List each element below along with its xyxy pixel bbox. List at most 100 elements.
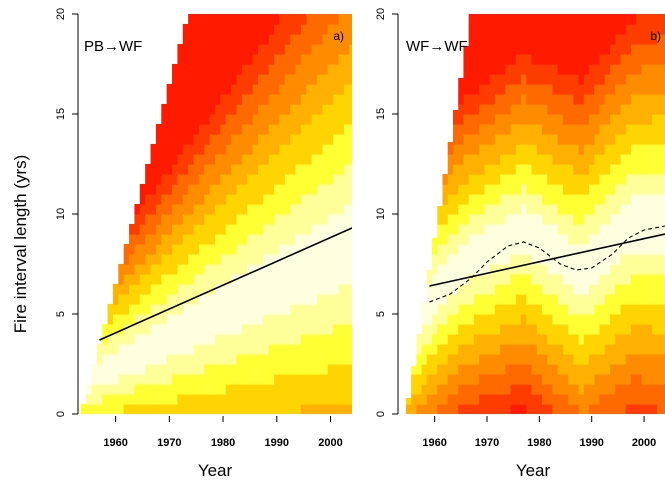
heat-cell: [578, 314, 585, 325]
heat-cell: [155, 324, 162, 335]
heat-cell: [112, 324, 119, 335]
heat-cell: [505, 54, 512, 65]
heat-cell: [604, 194, 611, 205]
heat-cell: [112, 314, 119, 325]
heat-cell: [274, 314, 281, 325]
heat-cell: [300, 384, 307, 395]
heat-cell: [166, 334, 173, 345]
heat-cell: [322, 394, 329, 405]
heat-cell: [479, 94, 485, 105]
heat-cell: [150, 164, 157, 175]
heat-cell: [610, 144, 616, 155]
heat-cell: [86, 394, 93, 405]
heat-cell: [599, 44, 606, 55]
heat-cell: [268, 114, 275, 125]
heat-cell: [172, 364, 178, 375]
heat-cell: [193, 24, 200, 35]
heat-cell: [349, 14, 352, 25]
heat-cell: [589, 184, 595, 195]
heat-cell: [172, 264, 178, 275]
heat-cell: [630, 124, 637, 135]
heat-cell: [604, 174, 611, 185]
heat-cell: [91, 404, 98, 414]
heat-cell: [317, 334, 324, 345]
heat-cell: [536, 54, 543, 65]
heat-cell: [416, 394, 423, 405]
heat-cell: [295, 344, 302, 355]
heat-cell: [505, 374, 512, 385]
heat-cell: [134, 294, 141, 305]
heat-cell: [447, 144, 454, 155]
heat-cell: [311, 384, 318, 395]
heat-cell: [536, 334, 543, 345]
heat-cell: [531, 14, 538, 25]
heat-cell: [620, 84, 627, 95]
heat-cell: [290, 174, 297, 185]
heat-cell: [526, 164, 533, 175]
heat-cell: [236, 194, 243, 205]
heat-cell: [290, 154, 297, 165]
heat-cell: [274, 214, 281, 225]
heat-cell: [112, 304, 119, 315]
heat-cell: [484, 264, 491, 275]
heat-cell: [198, 194, 205, 205]
heat-cell: [129, 234, 136, 245]
heat-cell: [290, 54, 297, 65]
heat-cell: [129, 224, 136, 235]
heat-cell: [300, 34, 307, 45]
heat-cell: [620, 254, 627, 265]
heat-cell: [333, 144, 340, 155]
heat-cell: [263, 14, 270, 25]
heat-cell: [123, 364, 130, 375]
heat-cell: [193, 304, 200, 315]
heat-cell: [473, 184, 480, 195]
heat-cell: [505, 304, 512, 315]
heat-cell: [118, 374, 125, 385]
heat-cell: [161, 364, 168, 375]
heat-cell: [311, 264, 318, 275]
heat-cell: [657, 314, 663, 325]
heat-cell: [442, 334, 449, 345]
heat-cell: [327, 124, 334, 135]
heat-cell: [646, 204, 653, 215]
heat-cell: [306, 254, 313, 265]
heat-cell: [134, 274, 141, 285]
heat-cell: [651, 384, 658, 395]
heat-cell: [541, 34, 548, 45]
heat-cell: [274, 134, 281, 145]
heat-cell: [166, 324, 173, 335]
heat-cell: [198, 184, 205, 195]
heat-cell: [578, 404, 585, 414]
y-tick-label: 10: [55, 208, 67, 220]
heat-cell: [473, 364, 480, 375]
heat-cell: [473, 374, 480, 385]
heat-cell: [500, 184, 506, 195]
heat-cell: [247, 84, 254, 95]
heat-cell: [625, 294, 632, 305]
heat-cell: [521, 294, 527, 305]
heat-cell: [257, 94, 264, 105]
heat-cell: [594, 204, 601, 215]
heat-cell: [225, 244, 232, 255]
heat-cell: [225, 334, 232, 345]
heat-cell: [177, 64, 184, 75]
heat-cell: [458, 394, 465, 405]
heat-cell: [547, 364, 554, 375]
heat-cell: [562, 24, 569, 35]
heat-cell: [263, 24, 270, 35]
heat-cell: [615, 394, 622, 405]
heat-cell: [625, 394, 632, 405]
heat-cell: [290, 394, 297, 405]
heat-cell: [531, 254, 538, 265]
heat-cell: [241, 14, 248, 25]
heat-cell: [468, 14, 475, 25]
heat-cell: [193, 324, 200, 335]
heat-cell: [562, 194, 569, 205]
heat-cell: [594, 84, 601, 95]
heat-cell: [311, 254, 318, 265]
heat-cell: [290, 134, 297, 145]
heat-cell: [257, 344, 264, 355]
heat-cell: [641, 254, 648, 265]
heat-cell: [112, 394, 119, 405]
heat-cell: [473, 204, 480, 215]
